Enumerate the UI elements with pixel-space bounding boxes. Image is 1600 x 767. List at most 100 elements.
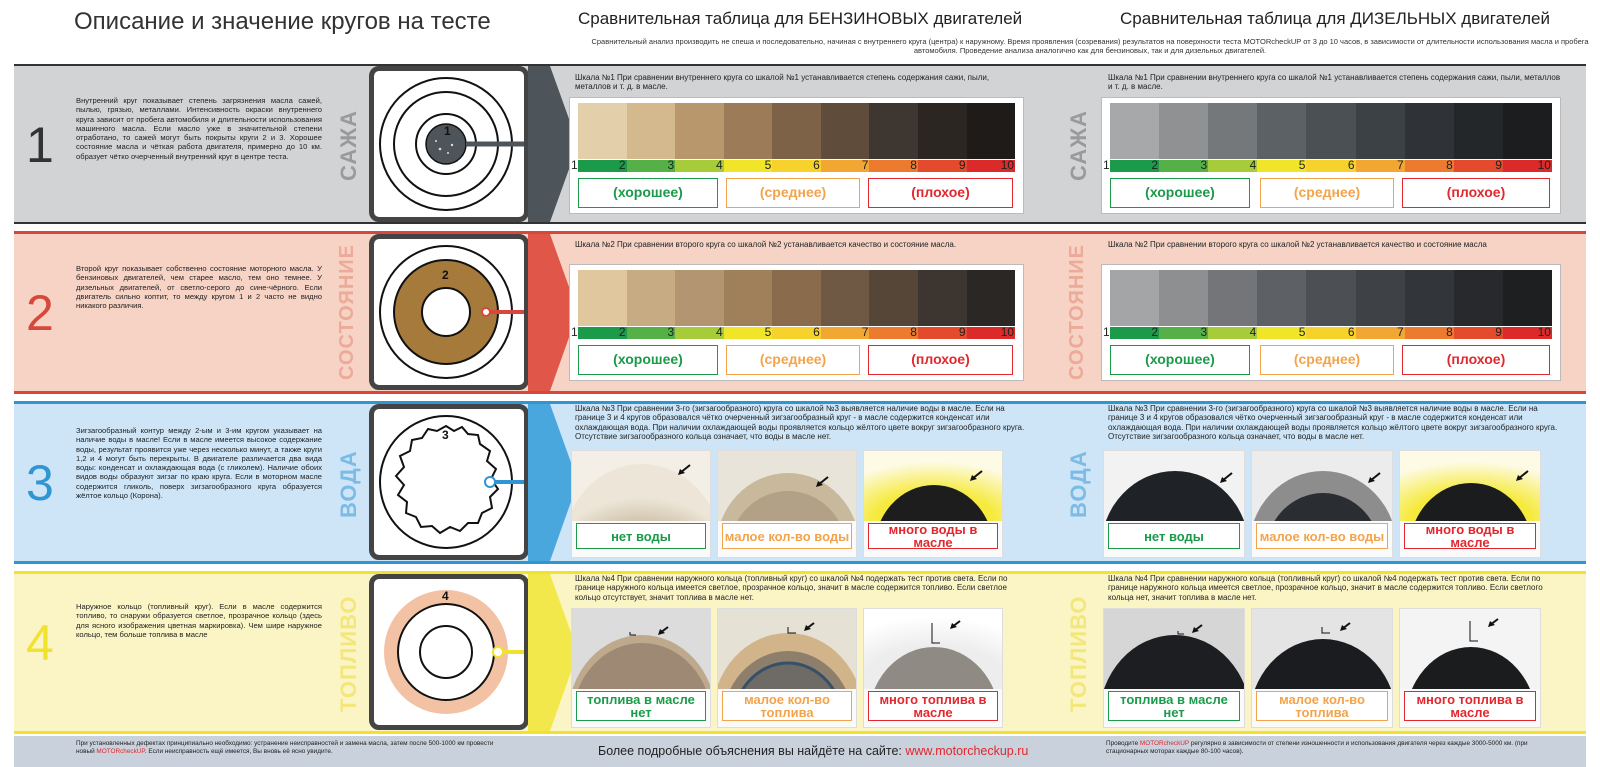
footer-website-note: Более подробные объяснения вы найдёте на… bbox=[598, 744, 1029, 758]
scale-description: Шкала №2 При сравнении второго круга со … bbox=[575, 240, 957, 249]
scale-number: 9 bbox=[1495, 325, 1502, 339]
vertical-label: САЖА bbox=[1066, 110, 1091, 182]
quality-bad: (плохое) bbox=[868, 178, 1013, 208]
sample-much-water: много воды в масле bbox=[1399, 450, 1541, 558]
scale-number: 4 bbox=[716, 158, 723, 172]
sample-image bbox=[1104, 609, 1244, 727]
row-description: Второй круг показывает собственно состоя… bbox=[76, 264, 322, 311]
sample-much-water: много воды в масле bbox=[863, 450, 1003, 558]
sample-image bbox=[572, 609, 710, 727]
scale-description: Шкала №1 При сравнении внутреннего круга… bbox=[1108, 73, 1561, 92]
diesel-water-samples: нет воды малое кол-во воды много воды в … bbox=[1103, 450, 1541, 558]
circle-diagram: 4 bbox=[369, 574, 529, 730]
scale-number: 3 bbox=[667, 158, 675, 172]
sample-image bbox=[718, 451, 856, 557]
label-much-fuel: много топлива в масле bbox=[868, 691, 998, 721]
row-number: 1 bbox=[26, 117, 54, 173]
scale-number: 7 bbox=[861, 158, 869, 172]
scale-gradient-bar: 2 1 3 4 5 6 7 8 9 10 bbox=[571, 158, 1016, 172]
sample-image bbox=[1252, 609, 1392, 727]
scale-number: 8 bbox=[910, 325, 917, 339]
circle-4-icon: 4 bbox=[384, 589, 524, 714]
label-much-water: много воды в масле bbox=[868, 523, 998, 549]
label-no-water: нет воды bbox=[1108, 523, 1240, 549]
sample-much-fuel: много топлива в масле bbox=[863, 608, 1003, 728]
scale-number: 10 bbox=[1537, 158, 1551, 172]
sample-image bbox=[1104, 451, 1244, 557]
sample-no-water: нет воды bbox=[571, 450, 711, 558]
circle-number: 3 bbox=[442, 428, 449, 442]
sample-no-fuel: топлива в масле нет bbox=[1103, 608, 1245, 728]
row-description: Внутренний круг показывает степень загря… bbox=[76, 96, 322, 161]
color-swatches bbox=[578, 270, 1016, 326]
quality-bad: (плохое) bbox=[1402, 345, 1550, 375]
row-soot: 1 Внутренний круг показывает степень заг… bbox=[14, 64, 1586, 224]
brand-name: MOTORcheckUP bbox=[96, 748, 145, 755]
website-link[interactable]: www.motorcheckup.ru bbox=[905, 744, 1029, 758]
scale-number: 1 bbox=[571, 158, 578, 172]
scale-description: Шкала №3 При сравнении 3-го (зигзагообра… bbox=[1108, 404, 1558, 442]
scale-number: 2 bbox=[618, 158, 626, 172]
scale-number: 5 bbox=[764, 158, 772, 172]
page-title: Описание и значение кругов на тесте bbox=[74, 8, 491, 35]
scale-number: 8 bbox=[1446, 325, 1453, 339]
scale-number: 10 bbox=[1000, 325, 1015, 339]
footer-right-note: Проводите MOTORcheckUP регулярно в завис… bbox=[1106, 740, 1528, 755]
analysis-note: Сравнительный анализ производить не спеш… bbox=[591, 37, 1589, 55]
quality-good: (хорошее) bbox=[578, 178, 718, 208]
scale-number: 9 bbox=[958, 325, 966, 339]
sample-little-water: малое кол-во воды bbox=[1251, 450, 1393, 558]
scale-number: 1 bbox=[1103, 325, 1110, 339]
color-swatches bbox=[1110, 103, 1552, 159]
sample-little-fuel: малое кол-во топлива bbox=[1251, 608, 1393, 728]
scale-number: 2 bbox=[1151, 158, 1159, 172]
color-swatches bbox=[1110, 270, 1552, 326]
scale-number: 4 bbox=[1249, 158, 1257, 172]
scale-number: 6 bbox=[1347, 325, 1355, 339]
quality-good: (хорошее) bbox=[578, 345, 718, 375]
arrow-pointer-icon bbox=[528, 66, 578, 222]
diesel-table-title: Сравнительная таблица для ДИЗЕЛЬНЫХ двиг… bbox=[1120, 9, 1551, 28]
scale-number: 10 bbox=[1000, 158, 1015, 172]
row-condition: 2 Второй круг показывает собственно сост… bbox=[14, 231, 1586, 394]
scale-number: 5 bbox=[1298, 158, 1306, 172]
scale-number: 1 bbox=[571, 325, 578, 339]
scale-number: 9 bbox=[958, 158, 966, 172]
label-little-water: малое кол-во воды bbox=[722, 523, 852, 549]
vertical-label: СОСТОЯНИЕ bbox=[336, 244, 358, 381]
vertical-label: ВОДА bbox=[1066, 450, 1091, 518]
scale-number: 4 bbox=[716, 325, 723, 339]
scale-number: 9 bbox=[1495, 158, 1502, 172]
circle-diagram: 1 bbox=[369, 66, 529, 222]
vertical-label: ТОПЛИВО bbox=[336, 595, 361, 713]
row-fuel: 4 Наружное кольцо (топливный круг). Если… bbox=[14, 571, 1586, 734]
circle-diagram: 3 bbox=[369, 404, 529, 560]
label-no-fuel: топлива в масле нет bbox=[1108, 691, 1240, 721]
quality-medium: (среднее) bbox=[726, 345, 860, 375]
color-swatches bbox=[578, 103, 1016, 159]
scale-number: 10 bbox=[1537, 325, 1551, 339]
scale-number: 5 bbox=[1298, 325, 1306, 339]
petrol-water-samples: нет воды малое кол-во воды много воды в … bbox=[571, 450, 1003, 558]
sample-little-water: малое кол-во воды bbox=[717, 450, 857, 558]
row-number: 2 bbox=[26, 285, 54, 341]
quality-medium: (среднее) bbox=[1260, 345, 1394, 375]
scale-description: Шкала №2 При сравнении второго круга со … bbox=[1108, 240, 1487, 249]
label-much-fuel: много топлива в масле bbox=[1404, 691, 1536, 721]
arrow-pointer-icon bbox=[528, 574, 578, 731]
scale-gradient-bar: 2 1 3 4 5 6 7 8 9 10 bbox=[1103, 325, 1552, 339]
scale-number: 2 bbox=[618, 325, 626, 339]
quality-good: (хорошее) bbox=[1110, 178, 1250, 208]
scale-number: 7 bbox=[1396, 158, 1404, 172]
arrow-pointer-icon bbox=[528, 234, 578, 391]
quality-bad: (плохое) bbox=[868, 345, 1013, 375]
scale-number: 1 bbox=[1103, 158, 1110, 172]
sample-image bbox=[864, 609, 1002, 727]
sample-image bbox=[1252, 451, 1392, 557]
label-little-fuel: малое кол-во топлива bbox=[1256, 691, 1388, 721]
scale-description: Шкала №1 При сравнении внутреннего круга… bbox=[575, 73, 990, 92]
